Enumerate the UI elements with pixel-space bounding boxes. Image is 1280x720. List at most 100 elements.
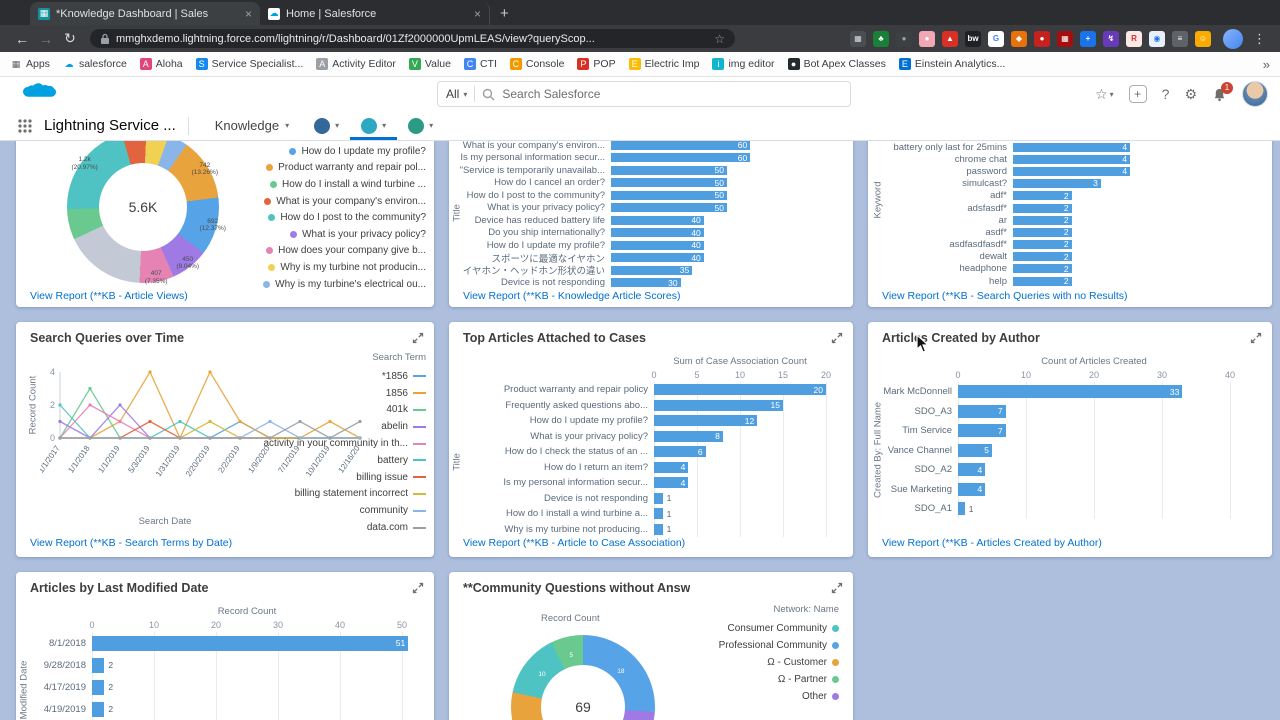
nav-tab-item-2-active[interactable]: ▾ <box>350 111 397 140</box>
legend-item[interactable]: *1856 <box>266 368 426 385</box>
legend-item[interactable]: data.com <box>266 519 426 536</box>
bar[interactable]: 4 <box>958 463 986 477</box>
legend-item[interactable]: community <box>266 502 426 519</box>
bar[interactable]: 2 <box>1013 264 1072 274</box>
legend-item[interactable]: How do I update my profile? <box>268 143 426 160</box>
legend-item[interactable]: How do I install a wind turbine ... <box>268 176 426 193</box>
extension-icon[interactable]: + <box>1080 30 1096 47</box>
bar[interactable]: 2 <box>1013 252 1072 262</box>
bar[interactable]: 3 <box>1013 179 1101 189</box>
setup-gear-icon[interactable]: ⚙ <box>1184 85 1197 102</box>
bar[interactable]: 40 <box>611 215 704 225</box>
view-report-link[interactable]: View Report (**KB - Search Queries with … <box>882 290 1128 302</box>
extension-icon[interactable]: ◉ <box>1149 30 1165 47</box>
bar[interactable]: 20 <box>654 384 826 396</box>
bar[interactable]: 35 <box>611 265 693 275</box>
bookmarks-overflow-icon[interactable]: » <box>1262 56 1270 72</box>
extension-icon[interactable]: ▲ <box>942 30 958 47</box>
legend-item[interactable]: Ω - Partner <box>669 671 839 688</box>
favorites-star-icon[interactable]: ☆ ▾ <box>1095 85 1114 102</box>
global-actions-icon[interactable]: + <box>1128 85 1147 103</box>
legend-item[interactable]: How do I post to the community? <box>268 209 426 226</box>
notifications-bell-icon[interactable]: 1 <box>1212 81 1233 102</box>
tab-close-icon[interactable]: × <box>244 6 252 21</box>
expand-icon[interactable] <box>1250 332 1262 344</box>
search-input[interactable]: Search Salesforce <box>502 87 601 101</box>
bar[interactable]: 33 <box>958 385 1183 399</box>
bar[interactable]: 2 <box>1013 191 1072 201</box>
bar[interactable]: 50 <box>611 203 727 213</box>
bar[interactable]: 60 <box>611 141 751 150</box>
bar[interactable]: 30 <box>611 278 681 288</box>
tab-close-icon[interactable]: × <box>473 6 481 21</box>
extension-icon[interactable]: ♣ <box>873 30 889 47</box>
bar[interactable]: 50 <box>611 190 727 200</box>
bar[interactable] <box>92 679 105 695</box>
bookmark-star-icon[interactable]: ☆ <box>714 31 725 46</box>
legend-item[interactable]: How does your company give b... <box>266 243 426 260</box>
bar[interactable] <box>958 502 965 516</box>
browser-tab[interactable]: ▦ *Knowledge Dashboard | Sales × <box>30 2 260 25</box>
bookmark-item[interactable]: C CTI <box>463 58 497 70</box>
expand-icon[interactable] <box>412 582 424 594</box>
app-launcher-icon[interactable] <box>18 118 32 133</box>
bar[interactable]: 2 <box>1013 215 1072 225</box>
bar[interactable] <box>654 523 663 535</box>
reload-button[interactable]: ↻ <box>64 30 76 46</box>
bookmark-item[interactable]: V Value <box>408 58 451 70</box>
bar[interactable]: 40 <box>611 253 704 263</box>
extension-icon[interactable]: bw <box>965 30 981 47</box>
bar[interactable] <box>92 701 105 717</box>
bar[interactable]: 5 <box>958 443 992 457</box>
bar[interactable]: 51 <box>92 635 409 651</box>
view-report-link[interactable]: View Report (**KB - Article Views) <box>30 290 188 302</box>
extension-icon[interactable]: ▦ <box>850 30 866 47</box>
bookmark-item[interactable]: ☁ salesforce <box>62 58 127 70</box>
legend-item[interactable]: activity in your community in th... <box>264 435 426 452</box>
bookmark-item[interactable]: C Console <box>509 58 564 70</box>
legend-item[interactable]: Why is my turbine not producin... <box>268 259 426 276</box>
extension-icon[interactable]: ◆ <box>1011 30 1027 47</box>
new-tab-button[interactable]: + <box>500 5 509 22</box>
line-chart[interactable]: 0 2 4 1/1/2017 1/1/2018 1/1/2019 5/3/2019 1/31/… <box>36 366 370 551</box>
bookmark-item[interactable]: P POP <box>577 58 616 70</box>
legend-item[interactable]: Consumer Community <box>669 620 839 637</box>
legend-item[interactable]: billing issue <box>266 469 426 486</box>
legend-item[interactable]: battery <box>266 452 426 469</box>
extension-icon[interactable]: ≡ <box>1172 30 1188 47</box>
bar[interactable]: 50 <box>611 165 727 175</box>
extension-icon[interactable]: ☺ <box>1195 30 1211 47</box>
extension-icon[interactable]: ● <box>919 30 935 47</box>
bar[interactable]: 6 <box>654 446 706 458</box>
legend-item[interactable]: Other <box>669 688 839 705</box>
extension-icon[interactable]: ▦ <box>1057 30 1073 47</box>
expand-icon[interactable] <box>831 582 843 594</box>
bar[interactable]: 15 <box>654 399 783 411</box>
expand-icon[interactable] <box>412 332 424 344</box>
bookmark-item[interactable]: ● Bot Apex Classes <box>787 58 886 70</box>
bookmark-item[interactable]: A Activity Editor <box>316 58 396 70</box>
bar[interactable]: 2 <box>1013 227 1072 237</box>
bar[interactable]: 40 <box>611 240 704 250</box>
nav-tab-item-3[interactable]: ▾ <box>397 111 444 140</box>
bar[interactable] <box>654 492 663 504</box>
bar[interactable]: 4 <box>958 482 986 496</box>
extension-icon[interactable]: G <box>988 30 1004 47</box>
bookmark-item[interactable]: A Aloha <box>139 58 183 70</box>
nav-tab-knowledge[interactable]: Knowledge ▾ <box>201 111 303 140</box>
bar[interactable]: 4 <box>654 477 689 489</box>
bar[interactable]: 40 <box>611 228 704 238</box>
browser-tab[interactable]: ☁ Home | Salesforce × <box>260 2 490 25</box>
view-report-link[interactable]: View Report (**KB - Articles Created by … <box>882 537 1102 549</box>
bar[interactable]: 8 <box>654 430 723 442</box>
bookmark-item[interactable]: S Service Specialist... <box>195 58 303 70</box>
bar[interactable]: 4 <box>1013 154 1131 164</box>
nav-tab-item-1[interactable]: ▾ <box>303 111 350 140</box>
expand-icon[interactable] <box>831 332 843 344</box>
donut-chart[interactable]: 5.6K 742 (13.26%) 692 (12.37%) 450 (8.04%) 407(… <box>67 141 226 285</box>
bookmark-item[interactable]: i img editor <box>712 58 775 70</box>
user-avatar[interactable] <box>1242 81 1268 107</box>
bar[interactable]: 4 <box>1013 166 1131 176</box>
legend-item[interactable]: Product warranty and repair pol... <box>266 160 426 177</box>
view-report-link[interactable]: View Report (**KB - Search Terms by Date… <box>30 537 233 549</box>
